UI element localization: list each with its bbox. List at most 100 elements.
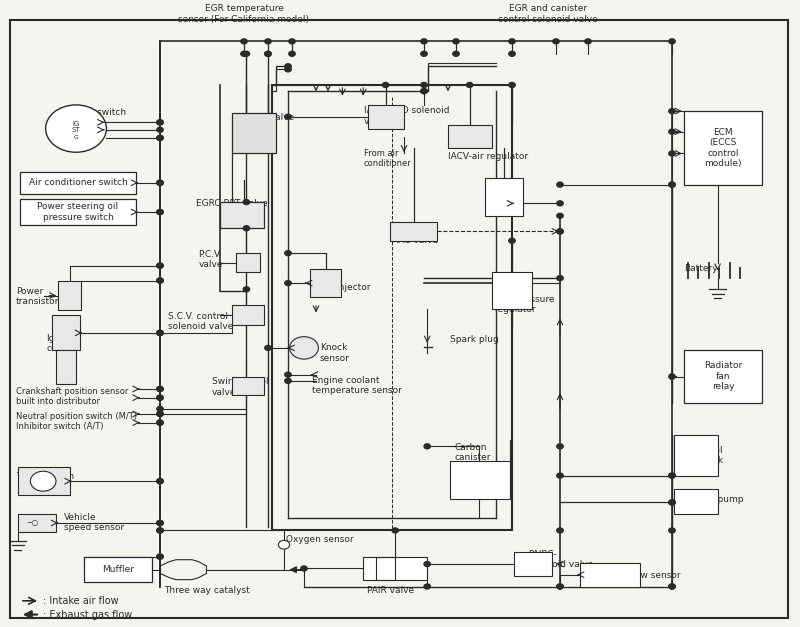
Bar	[232, 305, 264, 325]
Circle shape	[421, 39, 427, 44]
Circle shape	[285, 64, 291, 69]
Bar	[368, 105, 404, 129]
Bar	[674, 435, 718, 476]
Circle shape	[553, 39, 559, 44]
Text: From air
conditioner: From air conditioner	[364, 149, 412, 168]
Text: Vehicle
speed sensor: Vehicle speed sensor	[64, 513, 124, 532]
Circle shape	[157, 520, 163, 525]
Circle shape	[157, 209, 163, 214]
Circle shape	[278, 540, 290, 549]
Circle shape	[509, 39, 515, 44]
Circle shape	[157, 386, 163, 391]
Circle shape	[157, 478, 163, 483]
Text: Fuel pressure
regulator: Fuel pressure regulator	[494, 295, 555, 314]
Bar	[485, 179, 523, 216]
Circle shape	[265, 51, 271, 56]
Circle shape	[243, 287, 250, 292]
Bar	[448, 125, 492, 149]
Circle shape	[157, 263, 163, 268]
Circle shape	[509, 238, 515, 243]
Text: Three way catalyst: Three way catalyst	[164, 586, 250, 596]
Text: IACV-air regulator: IACV-air regulator	[448, 152, 528, 161]
Text: Swirl control
valve: Swirl control valve	[212, 377, 269, 397]
Circle shape	[285, 67, 291, 72]
Bar	[514, 552, 552, 576]
Text: Radiator
fan
relay: Radiator fan relay	[704, 361, 742, 391]
Text: ─○: ─○	[27, 519, 38, 527]
Text: EGR temperature
sensor (For California model): EGR temperature sensor (For California m…	[178, 4, 310, 24]
Bar	[18, 467, 70, 495]
Circle shape	[669, 374, 675, 379]
Circle shape	[301, 566, 307, 571]
Circle shape	[241, 39, 247, 44]
Circle shape	[157, 478, 163, 483]
Circle shape	[157, 209, 163, 214]
Circle shape	[157, 181, 163, 185]
Text: Knock
sensor: Knock sensor	[320, 343, 350, 362]
Text: Ignition
coil: Ignition coil	[46, 334, 81, 353]
Bar	[18, 514, 56, 532]
Circle shape	[557, 276, 563, 281]
Circle shape	[557, 213, 563, 218]
Circle shape	[466, 83, 473, 87]
Circle shape	[265, 39, 271, 44]
Text: EGR and canister
control solenoid valve: EGR and canister control solenoid valve	[498, 4, 598, 24]
Circle shape	[157, 386, 163, 391]
Circle shape	[157, 528, 163, 533]
Text: EGRC-BPT valve: EGRC-BPT valve	[196, 199, 268, 208]
Text: Crankshaft position sensor
built into distributor: Crankshaft position sensor built into di…	[16, 387, 128, 406]
Circle shape	[157, 411, 163, 416]
Text: Oxygen sensor: Oxygen sensor	[286, 535, 354, 544]
Circle shape	[243, 51, 250, 56]
Circle shape	[157, 330, 163, 335]
Circle shape	[382, 83, 389, 87]
Bar	[84, 557, 152, 582]
Circle shape	[157, 411, 163, 416]
Text: : Intake air flow: : Intake air flow	[43, 596, 119, 606]
Text: S.C.V. control
solenoid valve: S.C.V. control solenoid valve	[168, 312, 234, 332]
Circle shape	[421, 51, 427, 56]
Text: IG: IG	[72, 120, 80, 127]
Circle shape	[669, 528, 675, 533]
Circle shape	[157, 135, 163, 140]
Circle shape	[421, 88, 427, 93]
Circle shape	[669, 182, 675, 187]
Circle shape	[46, 105, 106, 152]
Circle shape	[157, 554, 163, 559]
Circle shape	[289, 39, 295, 44]
Circle shape	[157, 278, 163, 283]
Circle shape	[421, 88, 427, 93]
Circle shape	[669, 500, 675, 505]
Circle shape	[157, 330, 163, 335]
Circle shape	[289, 51, 295, 56]
Bar	[20, 199, 136, 225]
Text: PAIRC-
solenoid valve: PAIRC- solenoid valve	[528, 550, 594, 569]
Circle shape	[557, 528, 563, 533]
Circle shape	[585, 39, 591, 44]
Text: Power
transistor: Power transistor	[16, 287, 59, 307]
Text: Throttle
position
sensor: Throttle position sensor	[486, 182, 522, 212]
Text: Engine coolant
temperature sensor: Engine coolant temperature sensor	[312, 376, 402, 395]
Circle shape	[157, 330, 163, 335]
Circle shape	[421, 83, 427, 87]
Circle shape	[669, 108, 675, 113]
Circle shape	[557, 201, 563, 206]
Circle shape	[157, 120, 163, 125]
Circle shape	[669, 39, 675, 44]
Text: Spark plug: Spark plug	[450, 335, 498, 344]
Circle shape	[157, 120, 163, 125]
Circle shape	[157, 395, 163, 400]
Circle shape	[392, 528, 398, 533]
Circle shape	[157, 528, 163, 533]
Circle shape	[157, 278, 163, 283]
Text: Ignition switch: Ignition switch	[60, 108, 126, 117]
Text: ST: ST	[72, 127, 80, 134]
Circle shape	[453, 51, 459, 56]
Text: Air conditioner switch: Air conditioner switch	[29, 178, 127, 187]
Circle shape	[243, 226, 250, 231]
Circle shape	[157, 406, 163, 411]
Circle shape	[669, 151, 675, 156]
Circle shape	[557, 444, 563, 449]
Text: Carbon
canister: Carbon canister	[454, 443, 491, 462]
Circle shape	[157, 135, 163, 140]
